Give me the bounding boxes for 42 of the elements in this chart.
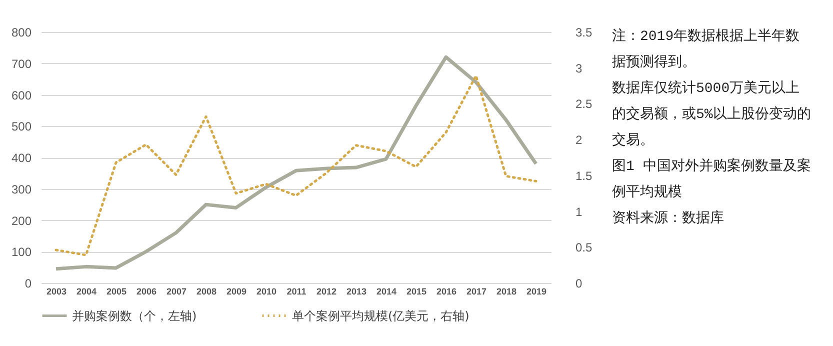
y-tick-label: 800 xyxy=(11,26,32,40)
y-tick-label: 700 xyxy=(11,56,32,71)
y-tick-label: 200 xyxy=(11,214,32,228)
text: 注：2019年数据根据上半年数据预测得到。 xyxy=(612,27,801,73)
line-series xyxy=(54,55,538,271)
x-tick-label: 2004 xyxy=(76,286,97,296)
x-tick-label: 2006 xyxy=(136,286,157,296)
y-tick-label: 400 xyxy=(11,151,32,165)
x-tick-label: 2008 xyxy=(196,286,217,296)
legend-label: 并购案例数（个，左轴) xyxy=(72,308,197,323)
x-tick-label: 2010 xyxy=(256,286,277,296)
y2-tick-label: 0.5 xyxy=(576,240,593,255)
x-tick-label: 2015 xyxy=(406,286,427,296)
x-tick-label: 2011 xyxy=(286,286,306,296)
y-tick-label: 600 xyxy=(11,88,32,102)
x-tick-label: 2016 xyxy=(436,286,457,296)
text: 数据库仅统计5000万美元以上的交易额，或5%以上股份变动的交易。 xyxy=(612,79,812,151)
x-tick-label: 2012 xyxy=(316,286,337,296)
y2-tick-label: 2 xyxy=(576,133,582,148)
y2-tick-label: 3 xyxy=(576,61,582,76)
x-tick-label: 2014 xyxy=(376,286,397,296)
x-tick-label: 2018 xyxy=(496,286,517,296)
x-tick-label: 2013 xyxy=(346,286,367,296)
y2-tick-label: 1 xyxy=(576,204,582,219)
y-tick-label: 100 xyxy=(11,245,32,260)
y2-tick-label: 3.5 xyxy=(576,26,593,40)
x-tick-label: 2005 xyxy=(106,286,127,296)
y2-tick-label: 2.5 xyxy=(576,97,593,112)
y-tick-label: 300 xyxy=(11,182,32,196)
x-tick-label: 2007 xyxy=(166,286,187,296)
y-tick-label: 500 xyxy=(11,120,32,134)
line-series xyxy=(54,74,538,256)
x-tick-label: 2017 xyxy=(466,286,487,296)
x-tick-label: 2009 xyxy=(226,286,247,296)
text: 资料来源：数据库 xyxy=(612,209,725,229)
y-tick-label: 0 xyxy=(24,276,32,290)
text: 图1 中国对外并购案例数量及案例平均规模 xyxy=(612,157,812,203)
y2-tick-label: 1.5 xyxy=(576,168,593,183)
x-tick-label: 2003 xyxy=(46,286,67,296)
x-tick-label: 2019 xyxy=(526,286,547,296)
y2-tick-label: 0 xyxy=(576,276,582,290)
legend-label: 单个案例平均规模(亿美元，右轴) xyxy=(292,308,470,323)
